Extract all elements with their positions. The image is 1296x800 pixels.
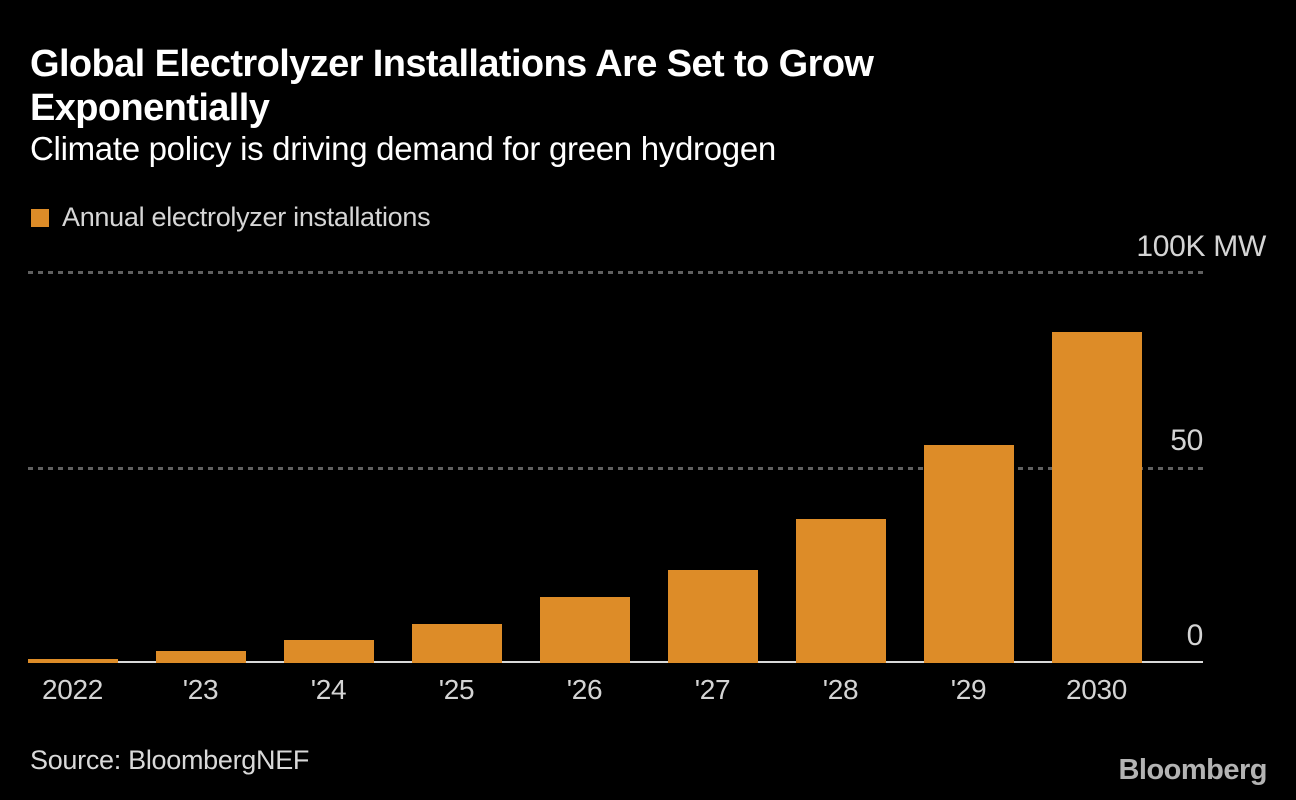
x-axis-label-2022: 2022 [41,674,104,705]
chart-title: Global Electrolyzer Installations Are Se… [30,42,1130,130]
x-axis-label-23: '23 [182,674,219,705]
bar-2022 [27,659,118,663]
chart-subtitle: Climate policy is driving demand for gre… [30,130,776,167]
x-axis-label-26: '26 [566,674,603,705]
x-axis-label-25: '25 [438,674,475,705]
bar-25 [411,624,502,663]
x-axis-label-28: '28 [822,674,859,705]
source-note: Source: BloombergNEF [30,745,310,775]
y-axis-tick-100k-mw: 100K MW [1136,230,1266,263]
bar-27 [667,570,758,663]
y-axis-tick-0: 0 [1186,619,1204,652]
gridline-100 [28,271,1203,274]
chart-title-line2: Exponentially [30,87,270,129]
gridline-50 [28,467,1203,470]
bar-29 [923,445,1014,663]
x-axis-label-29: '29 [950,674,987,705]
x-axis-label-2030: 2030 [1065,674,1128,705]
x-axis-label-24: '24 [310,674,347,705]
legend-swatch-icon [31,208,49,227]
bar-24 [283,640,374,663]
bar-26 [539,597,630,663]
x-axis-label-27: '27 [694,674,731,705]
bar-28 [795,519,886,663]
y-axis-tick-50: 50 [1170,424,1203,457]
legend-label: Annual electrolyzer installations [62,202,431,232]
bloomberg-logo: Bloomberg [1118,754,1267,786]
legend: Annual electrolyzer installations [31,202,431,233]
bar-2030 [1051,332,1142,663]
bar-23 [155,651,246,663]
chart-title-line1: Global Electrolyzer Installations Are Se… [30,43,874,85]
